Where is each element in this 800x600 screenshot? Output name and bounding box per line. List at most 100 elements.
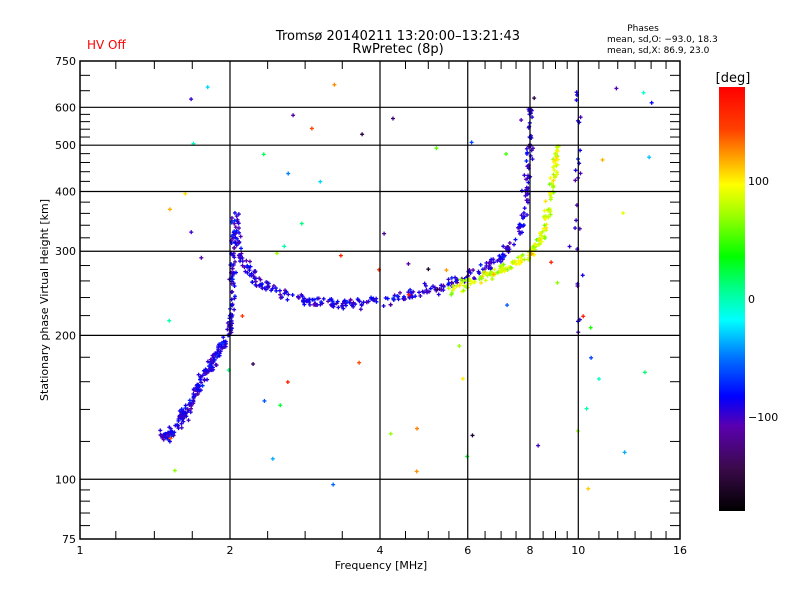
- data-point: [277, 288, 282, 293]
- data-point: [236, 226, 241, 231]
- data-point: [189, 406, 194, 411]
- data-point: [318, 179, 323, 184]
- data-point: [408, 287, 413, 292]
- data-point: [555, 149, 560, 154]
- data-point: [258, 277, 263, 282]
- data-point: [291, 113, 296, 118]
- data-point: [521, 210, 526, 215]
- data-point: [518, 255, 523, 260]
- data-point: [240, 263, 245, 268]
- data-point: [527, 175, 532, 180]
- data-point: [495, 270, 500, 275]
- data-point: [312, 297, 317, 302]
- data-point: [234, 214, 239, 219]
- data-point: [406, 261, 411, 266]
- data-point: [165, 430, 170, 435]
- data-point: [237, 230, 242, 235]
- data-point: [230, 236, 235, 241]
- data-point: [191, 401, 196, 406]
- y-axis-label: Stationary phase Virtual Height [km]: [38, 199, 51, 401]
- data-point: [381, 303, 386, 308]
- y-tick-label: 750: [55, 55, 76, 68]
- data-point: [537, 231, 542, 236]
- data-point: [198, 375, 203, 380]
- data-point: [498, 256, 503, 261]
- data-point: [264, 280, 269, 285]
- data-point: [177, 413, 182, 418]
- data-point: [205, 359, 210, 364]
- data-point: [189, 97, 194, 102]
- data-point: [236, 212, 241, 217]
- data-point: [230, 273, 235, 278]
- data-point: [270, 456, 275, 461]
- data-point: [169, 429, 174, 434]
- data-point: [340, 303, 345, 308]
- data-point: [477, 271, 482, 276]
- data-point: [530, 115, 535, 120]
- data-point: [171, 432, 176, 437]
- colorbar-ticks: 100 0 −100: [748, 175, 778, 424]
- data-point: [551, 184, 556, 189]
- data-point: [573, 226, 578, 231]
- data-point: [390, 116, 395, 121]
- data-point: [406, 292, 411, 297]
- data-point: [230, 277, 235, 282]
- data-point: [270, 286, 275, 291]
- data-point: [231, 253, 236, 258]
- data-point: [179, 425, 184, 430]
- data-point: [441, 283, 446, 288]
- data-point: [183, 191, 188, 196]
- data-point: [573, 168, 578, 173]
- data-point: [199, 380, 204, 385]
- data-point: [199, 255, 204, 260]
- data-point: [544, 225, 549, 230]
- data-point: [205, 368, 210, 373]
- data-point: [524, 146, 529, 151]
- data-point: [183, 406, 188, 411]
- data-point: [435, 287, 440, 292]
- colorbar-tick-label: 100: [748, 175, 769, 188]
- data-point: [507, 240, 512, 245]
- data-point: [468, 281, 473, 286]
- data-point: [349, 303, 354, 308]
- colorbar: [719, 87, 745, 511]
- data-point: [208, 364, 213, 369]
- data-point: [596, 376, 601, 381]
- data-point: [239, 246, 244, 251]
- data-point: [357, 299, 362, 304]
- data-point: [240, 313, 245, 318]
- data-point: [552, 175, 557, 180]
- data-point: [214, 363, 219, 368]
- grid-layer: [80, 61, 680, 539]
- data-point: [520, 216, 525, 221]
- data-point: [167, 207, 172, 212]
- data-point: [542, 214, 547, 219]
- data-point: [519, 213, 524, 218]
- data-point: [457, 343, 462, 348]
- data-point: [285, 297, 290, 302]
- data-point: [168, 436, 173, 441]
- data-point: [512, 242, 517, 247]
- data-point: [286, 292, 291, 297]
- x-tick-label: 4: [377, 544, 384, 557]
- colorbar-tick-label: −100: [748, 411, 778, 424]
- data-point: [501, 244, 506, 249]
- data-point: [327, 297, 332, 302]
- x-tick-label: 6: [464, 544, 471, 557]
- data-point: [231, 262, 236, 267]
- data-point: [403, 297, 408, 302]
- data-point: [212, 357, 217, 362]
- data-point: [507, 247, 512, 252]
- data-point: [179, 421, 184, 426]
- data-point: [245, 270, 250, 275]
- data-point: [396, 297, 401, 302]
- data-point: [520, 252, 525, 257]
- data-point: [369, 296, 374, 301]
- data-point: [460, 376, 465, 381]
- data-point: [391, 296, 396, 301]
- data-point: [487, 260, 492, 265]
- data-point: [196, 391, 201, 396]
- plot-frame: [79, 60, 681, 540]
- data-point: [546, 215, 551, 220]
- data-point: [575, 284, 580, 289]
